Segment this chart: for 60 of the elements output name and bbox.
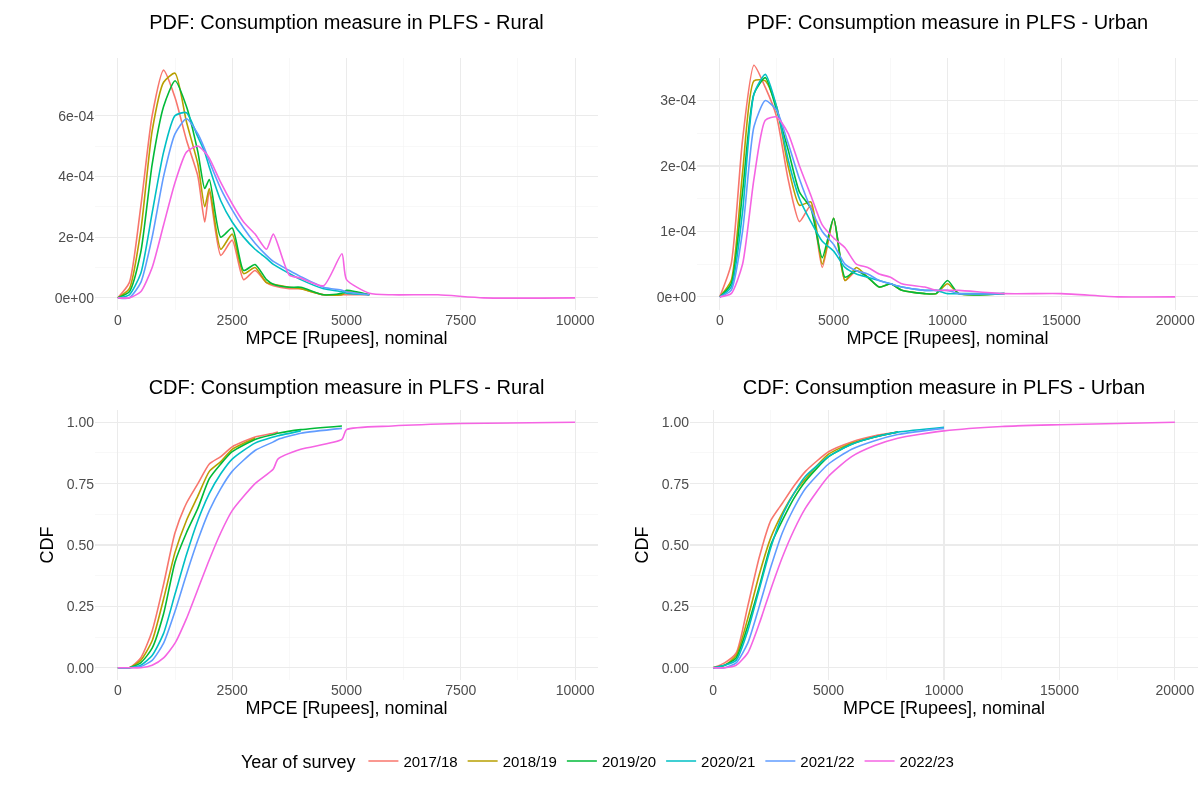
- y-axis-title: CDF: [631, 526, 652, 564]
- y-tick-label: 0.00: [66, 659, 95, 676]
- x-tick-label: 2500: [216, 682, 248, 698]
- y-tick-label: 3e-04: [660, 92, 697, 109]
- x-tick-label: 10000: [555, 682, 595, 698]
- y-tick-label: 1e-04: [660, 223, 697, 240]
- x-tick-label: 0: [709, 682, 718, 698]
- x-tick-label: 15000: [1039, 682, 1080, 698]
- x-tick-label: 20000: [1155, 312, 1195, 328]
- x-tick-label: 10000: [924, 682, 964, 698]
- x-tick-label: 10000: [555, 312, 595, 328]
- x-tick-label: 7500: [445, 312, 477, 328]
- x-tick-label: 10000: [928, 312, 968, 328]
- x-axis-title: MPCE [Rupees], nominal: [842, 698, 1046, 719]
- x-tick-label: 20000: [1155, 682, 1195, 698]
- y-tick-label: 0.75: [66, 475, 95, 492]
- y-tick-label: 0.25: [66, 598, 95, 615]
- y-tick-label: 0.50: [661, 536, 690, 553]
- chart-title: CDF: Consumption measure in PLFS - Urban: [742, 376, 1146, 398]
- legend-title: Year of survey: [241, 752, 356, 773]
- x-tick-label: 5000: [330, 312, 363, 328]
- x-tick-label: 0: [113, 312, 122, 328]
- legend-label: 2022/23: [899, 752, 954, 770]
- legend-label: 2019/20: [601, 752, 657, 770]
- chart-title: PDF: Consumption measure in PLFS - Urban: [746, 11, 1149, 33]
- x-tick-label: 0: [715, 312, 724, 328]
- legend-label: 2018/19: [502, 752, 557, 770]
- x-axis-title: MPCE [Rupees], nominal: [245, 698, 448, 719]
- y-tick-label: 2e-04: [58, 229, 95, 246]
- x-tick-label: 5000: [812, 682, 845, 698]
- y-tick-label: 4e-04: [58, 168, 95, 185]
- x-tick-label: 5000: [330, 682, 363, 698]
- line-series: [712, 421, 1176, 669]
- y-tick-label: 0.75: [661, 475, 690, 492]
- chart-title: CDF: Consumption measure in PLFS - Rural: [148, 376, 545, 398]
- x-tick-label: 15000: [1041, 312, 1082, 328]
- y-tick-label: 1.00: [661, 414, 690, 431]
- y-tick-label: 2e-04: [660, 157, 697, 174]
- y-tick-label: 0e+00: [656, 288, 697, 305]
- line-series: [718, 116, 1177, 298]
- line-series: [117, 421, 576, 669]
- y-tick-label: 0e+00: [54, 289, 95, 306]
- y-tick-label: 6e-04: [58, 107, 95, 124]
- legend-label: 2017/18: [403, 752, 458, 770]
- line-series: [117, 145, 576, 299]
- y-tick-label: 0.50: [66, 536, 95, 553]
- line-series: [712, 431, 899, 669]
- x-tick-label: 7500: [445, 682, 477, 698]
- y-tick-label: 0.25: [661, 598, 690, 615]
- legend-label: 2020/21: [701, 752, 756, 770]
- legend-label: 2021/22: [800, 752, 855, 770]
- x-axis-title: MPCE [Rupees], nominal: [245, 328, 448, 349]
- y-tick-label: 1.00: [66, 414, 95, 431]
- y-axis-title: CDF: [36, 526, 57, 564]
- y-tick-label: 0.00: [661, 659, 690, 676]
- x-tick-label: 5000: [818, 312, 850, 328]
- chart-title: PDF: Consumption measure in PLFS - Rural: [149, 11, 544, 33]
- x-axis-title: MPCE [Rupees], nominal: [846, 328, 1049, 349]
- x-tick-label: 2500: [216, 312, 248, 328]
- x-tick-label: 0: [113, 682, 122, 698]
